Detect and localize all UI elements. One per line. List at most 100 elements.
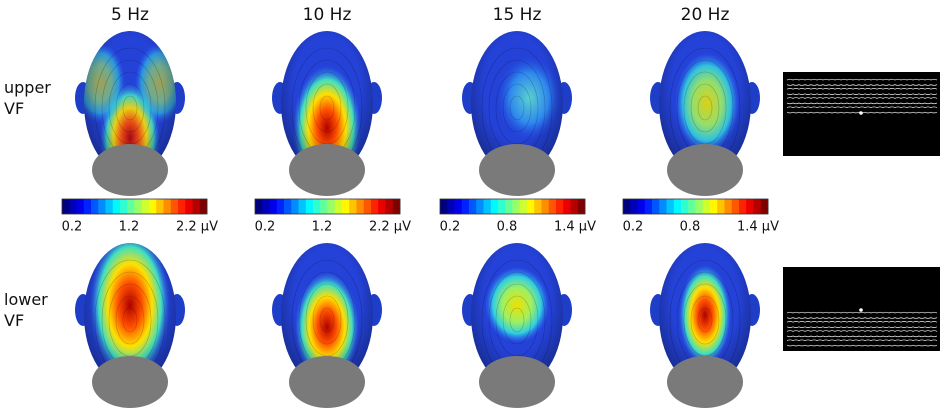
colorbar-step: [724, 199, 733, 214]
colorbar-step: [666, 199, 675, 214]
colorbar-step: [476, 199, 484, 214]
stimulus-line: [786, 93, 938, 95]
shading: [281, 31, 373, 175]
colorbar-step: [498, 199, 506, 214]
shading: [659, 31, 751, 175]
colorbar-step: [105, 199, 114, 214]
row-label: VF: [4, 311, 24, 330]
colorbar-step: [156, 199, 164, 214]
labels: 5 Hz 10 Hz 15 Hz 20 Hz upper VF lower VF 0.2 1.2 2…: [4, 5, 940, 351]
colorbar-tick-label: 1.4 µV: [737, 220, 779, 235]
stimulus-line: [786, 84, 938, 86]
stimulus-line: [786, 344, 938, 347]
colorbar-step: [673, 199, 682, 214]
colorbar-step: [69, 199, 77, 214]
colorbar-step: [505, 199, 513, 214]
colorbar-frame: [622, 198, 769, 215]
colorbar-step: [623, 199, 631, 214]
stimulus-line: [786, 339, 938, 342]
neck: [479, 356, 555, 408]
colorbar-step: [753, 199, 762, 214]
colorbar-tick-label: 0.8: [497, 220, 518, 235]
shading: [281, 243, 373, 387]
colorbar-frame: [61, 198, 208, 215]
colorbar-step: [447, 199, 455, 214]
colorbar-step: [681, 199, 689, 214]
head-map: [272, 243, 382, 408]
colorbar-step: [570, 199, 579, 214]
colorbar-step: [385, 199, 394, 214]
colorbar-step: [185, 199, 193, 214]
colorbar-frame: [254, 198, 401, 215]
colorbar-step: [276, 199, 285, 214]
colorbar-step: [739, 199, 747, 214]
colorbar-step: [134, 199, 143, 214]
stimulus-line: [786, 88, 938, 90]
colorbar: 0.2 0.8 1.4 µV: [622, 198, 779, 235]
colorbar: 0.2 1.2 2.2 µV: [61, 198, 218, 235]
head-map: [462, 243, 572, 408]
colorbar-step: [342, 199, 350, 214]
colorbar-step: [62, 199, 70, 214]
colorbar-step: [688, 199, 696, 214]
colorbar-step: [731, 199, 740, 214]
colorbar-step: [313, 199, 321, 214]
colorbar-step: [112, 199, 121, 214]
colorbar-tick-label: 0.8: [680, 220, 701, 235]
head-map: [75, 243, 185, 408]
colorbar-step: [392, 199, 401, 214]
head-map: [462, 31, 572, 196]
colorbar-step: [490, 199, 499, 214]
colorbar-step: [320, 199, 328, 214]
stimulus-line: [786, 78, 938, 81]
stimulus: [783, 267, 940, 351]
colorbar-step: [127, 199, 135, 214]
colorbar-frame: [439, 198, 586, 215]
colorbar-step: [695, 199, 704, 214]
colorbar-step: [637, 199, 646, 214]
colorbar-step: [461, 199, 470, 214]
colorbar-step: [454, 199, 463, 214]
colorbar-step: [284, 199, 292, 214]
head-maps: [75, 31, 760, 408]
colorbar-tick-label: 0.2: [440, 220, 461, 235]
colorbar-step: [305, 199, 314, 214]
shading: [84, 243, 176, 387]
colorbar-step: [192, 199, 201, 214]
colorbar-tick-label: 0.2: [623, 220, 644, 235]
colorbar-step: [349, 199, 357, 214]
neck: [289, 356, 365, 408]
head-map: [272, 31, 382, 196]
colorbar-step: [702, 199, 711, 214]
row-label: upper: [4, 78, 51, 97]
colorbar-step: [98, 199, 106, 214]
colorbar: 0.2 0.8 1.4 µV: [439, 198, 596, 235]
colorbar-step: [255, 199, 263, 214]
colorbar-step: [298, 199, 307, 214]
column-label: 5 Hz: [111, 5, 149, 25]
colorbar-step: [141, 199, 150, 214]
shading: [84, 31, 176, 175]
colorbar-step: [577, 199, 586, 214]
colorbar-step: [378, 199, 386, 214]
neck: [92, 144, 168, 196]
colorbar-step: [541, 199, 550, 214]
colorbar-step: [120, 199, 128, 214]
fixation-dot: [859, 111, 863, 115]
colorbar-step: [149, 199, 157, 214]
colorbar-step: [327, 199, 336, 214]
colorbar-step: [512, 199, 521, 214]
neck: [667, 144, 743, 196]
colorbar-step: [659, 199, 667, 214]
colorbar-tick-label: 0.2: [62, 220, 83, 235]
stimulus: [783, 72, 940, 156]
stimulus-line: [786, 106, 938, 109]
colorbar-step: [334, 199, 343, 214]
colorbar-step: [371, 199, 379, 214]
column-label: 20 Hz: [681, 5, 730, 25]
colorbar-step: [269, 199, 278, 214]
colorbar-step: [291, 199, 299, 214]
stimulus-line: [786, 317, 938, 319]
colorbar-step: [746, 199, 754, 214]
